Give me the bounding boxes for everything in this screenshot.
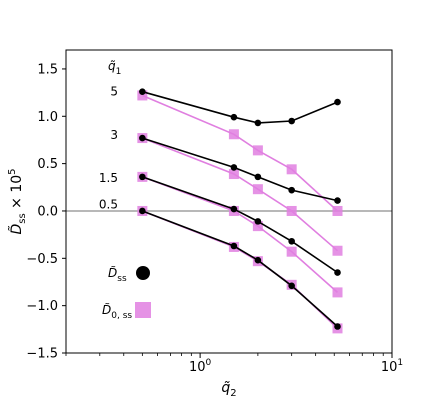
series-line-D0ss-q1-0.5 [142,210,339,329]
marker-circle [334,269,341,276]
marker-square [332,287,343,298]
marker-square [252,145,263,156]
marker-square [286,246,297,257]
marker-square [286,164,297,175]
x-axis-label: q̃2 [221,380,236,399]
y-tick-label: −1.5 [26,347,58,362]
marker-square [332,205,343,216]
marker-circle [254,218,262,225]
marker-square [286,205,297,216]
marker-circle [139,134,146,142]
marker-circle [230,242,238,250]
y-tick-label: 0.0 [37,204,58,219]
x-tick-label: 100 [189,358,212,375]
y-tick-label: −1.0 [26,299,58,314]
marker-square [137,90,148,101]
marker-circle [254,173,262,181]
marker-circle [288,237,295,245]
marker-circle [230,113,238,121]
y-tick-label: 1.5 [37,62,58,77]
marker-circle [334,323,341,330]
marker-circle [139,207,146,215]
y-tick-label: 1.0 [37,110,58,125]
marker-square [252,221,263,232]
legend-marker-square [135,302,151,318]
marker-circle [288,282,295,290]
marker-circle [254,119,262,127]
marker-circle [288,186,295,194]
marker-square [252,184,263,195]
legend-label-dss: D̃ss [108,266,127,284]
q1-label-1.5: 1.5 [99,171,118,185]
marker-square [228,129,239,140]
marker-circle [230,164,238,171]
series-line-Dss-q1-0.5 [142,210,339,328]
q1-title: q̃1 [108,59,121,77]
marker-square [228,169,239,180]
x-tick-label: 101 [381,358,403,375]
marker-circle [230,205,238,213]
y-axis-label: D̃ss × 105 [7,168,28,234]
marker-square [332,245,343,256]
marker-circle [139,88,146,95]
legend-label-d0ss: D̃0, ss [102,303,132,321]
plot-frame [65,49,393,354]
y-tick-label: −0.5 [26,252,58,267]
marker-circle [334,197,341,204]
marker-circle [139,173,146,181]
y-tick-label: 0.5 [37,157,58,172]
legend-marker-circle [136,266,150,280]
marker-circle [334,98,341,106]
marker-circle [254,256,262,264]
marker-circle [288,117,295,125]
q1-label-0.5: 0.5 [99,197,118,211]
q1-label-3: 3 [110,128,118,142]
q1-label-5: 5 [110,85,118,99]
series-line-Dss-q1-3 [142,137,338,202]
